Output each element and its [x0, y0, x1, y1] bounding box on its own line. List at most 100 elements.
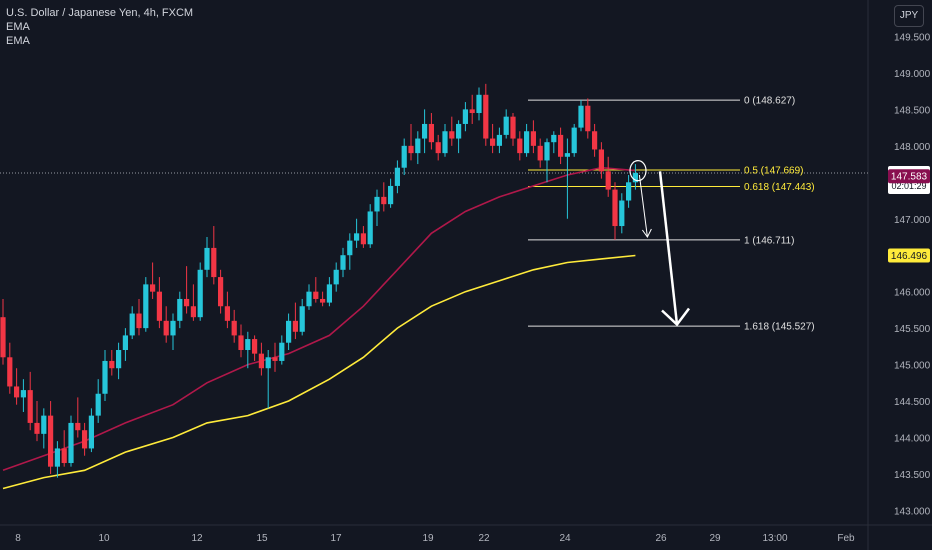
ema-indicator-2[interactable]: EMA — [6, 35, 30, 47]
currency-button[interactable]: JPY — [894, 5, 924, 27]
x-tick-label: Feb — [837, 533, 855, 544]
candle-body — [116, 350, 122, 369]
x-tick-label: 17 — [330, 533, 342, 544]
candle-body — [48, 415, 54, 467]
candle — [394, 160, 400, 194]
candle-body — [422, 123, 428, 139]
candle-body — [462, 109, 468, 124]
small-arrow-head — [641, 228, 652, 238]
candle — [252, 335, 258, 361]
candle-body — [190, 306, 196, 318]
candle-body — [170, 320, 176, 336]
candle — [592, 123, 598, 157]
candle — [530, 120, 536, 154]
candle-body — [374, 196, 380, 212]
candle-body — [326, 284, 332, 303]
candle — [0, 298, 6, 365]
candle — [258, 342, 264, 376]
candle — [82, 422, 88, 456]
candle — [619, 193, 625, 234]
fib-level-label: 1.618 (145.527) — [744, 322, 815, 333]
candle — [326, 277, 332, 307]
y-tick-label: 149.000 — [894, 69, 931, 80]
candle-body — [156, 291, 162, 321]
ema-indicator-1[interactable]: EMA — [6, 21, 30, 33]
candle-body — [41, 415, 47, 434]
candle-body — [14, 386, 20, 398]
candle-body — [68, 422, 74, 464]
candle-body — [612, 189, 618, 227]
candle-body — [496, 134, 502, 146]
candle-body — [224, 306, 230, 321]
symbol-title: U.S. Dollar / Japanese Yen, 4h, FXCM — [6, 7, 194, 19]
x-tick-label: 29 — [709, 533, 721, 544]
candle — [354, 218, 360, 248]
y-tick-label: 145.000 — [894, 361, 931, 372]
x-tick-label: 22 — [478, 533, 490, 544]
candle — [102, 350, 108, 402]
candle — [612, 182, 618, 240]
candle — [41, 408, 47, 449]
candle-body — [218, 277, 224, 307]
candle — [367, 204, 373, 248]
candle-body — [61, 448, 67, 464]
candle-body — [442, 131, 448, 154]
candle-body — [524, 131, 530, 154]
candle-body — [163, 320, 169, 336]
candle-body — [394, 167, 400, 186]
candle-body — [272, 357, 278, 361]
chart-legend: U.S. Dollar / Japanese Yen, 4h, FXCM EMA… — [6, 6, 193, 48]
candle — [544, 138, 550, 183]
candle — [374, 189, 380, 227]
candle — [163, 306, 169, 343]
price-label-bg — [888, 169, 930, 184]
candle — [571, 123, 577, 157]
candle — [238, 324, 244, 358]
candle — [7, 342, 13, 394]
candle — [109, 350, 115, 376]
candle — [442, 123, 448, 157]
y-tick-label: 144.000 — [894, 434, 931, 445]
candle — [456, 120, 462, 154]
candle — [306, 284, 312, 310]
y-tick-label: 147.000 — [894, 215, 931, 226]
candle-body — [571, 127, 577, 154]
y-tick-label: 144.500 — [894, 397, 931, 408]
candle — [27, 371, 33, 431]
candle-body — [456, 123, 462, 139]
candle-body — [388, 185, 394, 205]
candle-body — [109, 360, 115, 369]
candle-body — [340, 255, 346, 270]
candle-body — [252, 339, 258, 354]
candle — [626, 175, 632, 208]
candle-body — [517, 138, 523, 154]
candle — [537, 138, 543, 168]
candle — [476, 87, 482, 121]
candle-body — [75, 422, 81, 431]
candle — [483, 83, 489, 146]
y-tick-label: 149.500 — [894, 32, 931, 43]
candle-body — [299, 306, 305, 332]
candle — [88, 408, 94, 453]
candle — [333, 262, 339, 292]
candle-body — [88, 415, 94, 449]
candle — [435, 134, 441, 161]
candle — [231, 309, 237, 343]
candle-body — [313, 291, 319, 299]
candle — [143, 277, 149, 332]
large-arrow-head — [661, 307, 690, 327]
y-tick-label: 143.000 — [894, 506, 931, 517]
y-tick-label: 143.500 — [894, 470, 931, 481]
candle — [503, 109, 509, 139]
price-label-text: 146.496 — [891, 251, 928, 262]
small-projection-arrow — [638, 174, 648, 238]
candle — [68, 415, 74, 467]
candle — [524, 123, 530, 157]
candle — [551, 131, 557, 154]
candle — [136, 298, 142, 336]
candle — [401, 138, 407, 175]
candle-body — [632, 172, 638, 183]
candle-body — [360, 233, 366, 245]
candle — [204, 236, 210, 278]
